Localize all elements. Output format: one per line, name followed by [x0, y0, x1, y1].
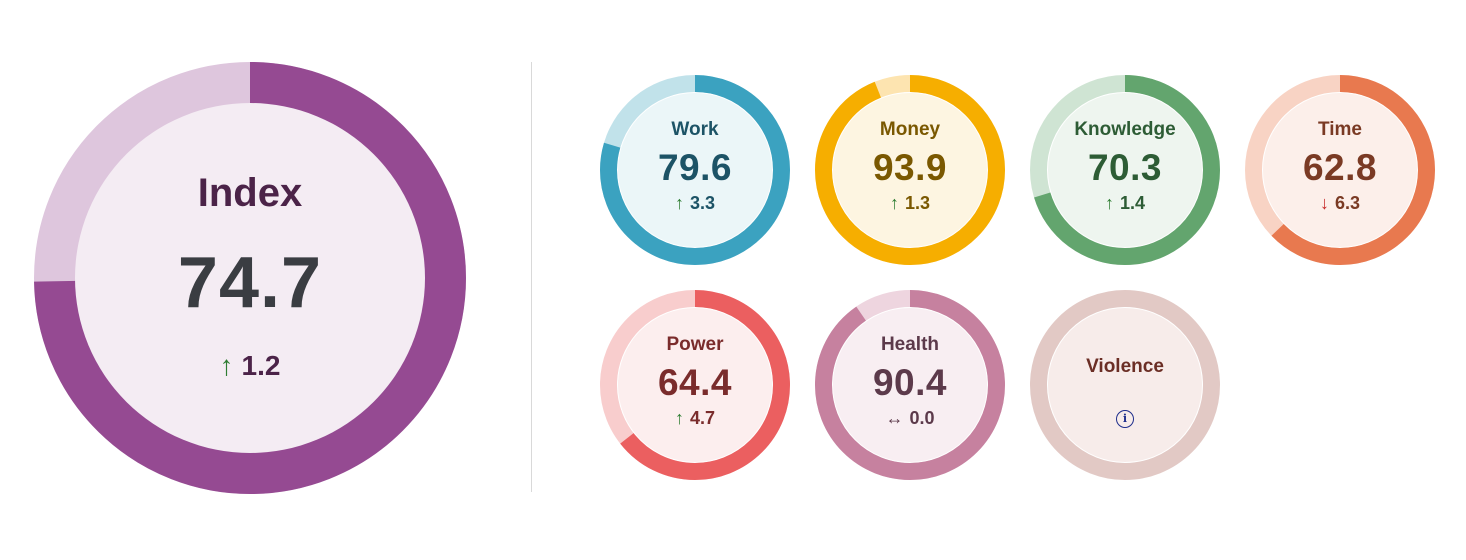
- index-change: ↑ 1.2: [220, 350, 281, 382]
- gauge-center: Work 79.6 ↑ 3.3: [618, 93, 772, 247]
- gauge-ring-fill: [600, 290, 790, 480]
- gauge-ring: [815, 75, 1005, 265]
- gauge-ring-fill: [1030, 75, 1220, 265]
- gauge-violence[interactable]: Violence i: [1030, 290, 1220, 480]
- gauge-ring: [1245, 75, 1435, 265]
- index-value: 74.7: [177, 242, 323, 323]
- gauge-change-value: 3.3: [689, 192, 716, 213]
- gauge-value: 79.6: [657, 146, 732, 188]
- gauge-value: 62.8: [1302, 146, 1377, 188]
- gauge-center: Health 90.4 ↔ 0.0: [833, 308, 987, 462]
- arrow-up-icon: ↑: [674, 192, 684, 213]
- gauge-change: ↑ 1.4: [1105, 193, 1145, 214]
- gauge-ring-fill: [815, 290, 1005, 480]
- gauge-title: Money: [879, 118, 941, 140]
- gauge-title: Health: [880, 333, 940, 355]
- arrow-up-icon: ↑: [1104, 192, 1114, 213]
- gauge-money[interactable]: Money 93.9 ↑ 1.3: [815, 75, 1005, 265]
- arrow-left-right-icon: ↔: [885, 407, 904, 428]
- gauge-value: 64.4: [657, 361, 732, 403]
- gauge-title: Power: [666, 333, 724, 355]
- gauge-change: ↑ 4.7: [675, 408, 715, 429]
- gauge-power[interactable]: Power 64.4 ↑ 4.7: [600, 290, 790, 480]
- index-gauge[interactable]: Index 74.7 ↑ 1.2: [34, 62, 466, 494]
- gauge-change: ↑ 3.3: [675, 193, 715, 214]
- gauge-change-value: 1.3: [904, 192, 931, 213]
- gauge-work[interactable]: Work 79.6 ↑ 3.3: [600, 75, 790, 265]
- gauge-title: Time: [1317, 118, 1362, 140]
- gauge-center: Power 64.4 ↑ 4.7: [618, 308, 772, 462]
- arrow-up-icon: ↑: [889, 192, 899, 213]
- gauge-value: 70.3: [1087, 146, 1162, 188]
- gauge-center: Time 62.8 ↓ 6.3: [1263, 93, 1417, 247]
- gauge-change: ↔ 0.0: [885, 408, 934, 429]
- info-icon[interactable]: i: [1116, 410, 1134, 428]
- index-ring-fill: [34, 62, 466, 494]
- gauge-center: Money 93.9 ↑ 1.3: [833, 93, 987, 247]
- gauge-ring-track: [1030, 290, 1220, 480]
- gauge-value: 90.4: [872, 361, 947, 403]
- gauge-ring: [600, 75, 790, 265]
- gauge-center: Knowledge 70.3 ↑ 1.4: [1048, 93, 1202, 247]
- gauge-ring: [815, 290, 1005, 480]
- gauge-time[interactable]: Time 62.8 ↓ 6.3: [1245, 75, 1435, 265]
- gauge-ring-fill: [815, 75, 1005, 265]
- gauge-title: Violence: [1086, 356, 1164, 377]
- gauge-knowledge[interactable]: Knowledge 70.3 ↑ 1.4: [1030, 75, 1220, 265]
- gauge-ring: [1030, 290, 1220, 480]
- arrow-up-icon: ↑: [219, 349, 234, 381]
- gauge-change: ↓ 6.3: [1320, 193, 1360, 214]
- gauge-ring-fill: [1245, 75, 1435, 265]
- index-ring: [34, 62, 466, 494]
- gauge-change-value: 6.3: [1334, 192, 1361, 213]
- arrow-up-icon: ↑: [674, 407, 684, 428]
- index-center: Index 74.7 ↑ 1.2: [75, 103, 425, 453]
- gauge-ring-fill: [600, 75, 790, 265]
- arrow-down-icon: ↓: [1319, 192, 1329, 213]
- gauge-value: 93.9: [872, 146, 947, 188]
- gauge-health[interactable]: Health 90.4 ↔ 0.0: [815, 290, 1005, 480]
- divider: [531, 62, 532, 492]
- gauge-title: Knowledge: [1074, 118, 1176, 140]
- gauge-change: ↑ 1.3: [890, 193, 930, 214]
- gauge-ring: [600, 290, 790, 480]
- gauge-center: Violence i: [1048, 308, 1202, 462]
- gauge-change-value: 4.7: [689, 407, 716, 428]
- gauge-change-value: 0.0: [909, 407, 935, 428]
- gauge-title: Work: [671, 118, 719, 140]
- index-title: Index: [197, 170, 303, 215]
- gauge-ring: [1030, 75, 1220, 265]
- gauge-change-value: 1.4: [1119, 192, 1146, 213]
- index-change-value: 1.2: [241, 349, 281, 381]
